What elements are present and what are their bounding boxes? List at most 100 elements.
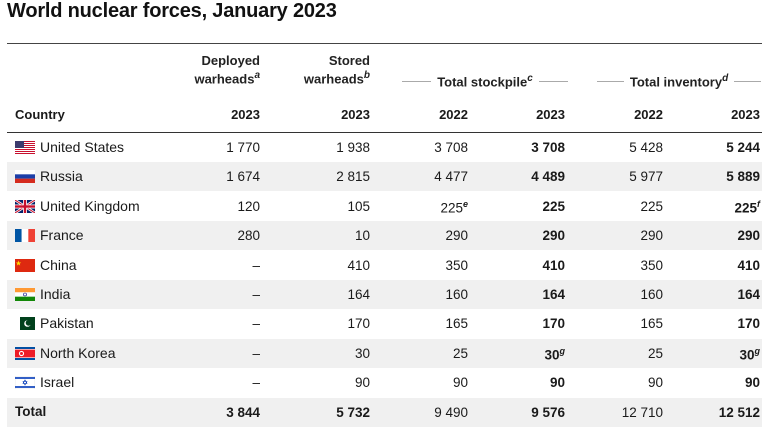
cell-value: 9 490	[434, 404, 468, 420]
cell-stored: 2 815	[300, 169, 370, 184]
table-row: United Kingdom 120 105 225e 225 225 225f	[7, 192, 762, 221]
stockpile-group-header: Total stockpilec	[402, 73, 568, 89]
cell-stock23: 290	[495, 228, 565, 243]
table-row: Pakistan – 170 165 170 165 170	[7, 309, 762, 338]
cell-stock23: 90	[495, 375, 565, 390]
cell-value: 410	[347, 257, 370, 273]
deployed-header-line2: warheads	[194, 71, 255, 87]
cell-stock22: 165	[398, 316, 468, 331]
stockpile-group-label: Total stockpilec	[431, 73, 539, 89]
cell-stock22: 3 708	[398, 140, 468, 155]
cell-deployed: –	[190, 287, 260, 302]
country-name: India	[40, 286, 71, 302]
flag-pk-icon	[15, 317, 35, 331]
flag-il-icon	[14, 375, 36, 390]
flag-us-icon	[15, 141, 35, 154]
cell-value: 164	[347, 287, 370, 302]
inventory-rule-right	[734, 80, 762, 82]
country-name: Total	[15, 403, 47, 419]
cell-footnote: g	[754, 345, 761, 356]
cell-deployed: 280	[190, 228, 260, 243]
cell-inv23: 90	[690, 375, 760, 390]
total-row: Total 3 844 5 732 9 490 9 576 12 710 12 512	[7, 397, 762, 427]
cell-value: 5 732	[336, 404, 370, 420]
cell-inv22: 25	[593, 346, 663, 361]
cell-inv23: 290	[690, 228, 760, 243]
cell-value: 165	[640, 316, 663, 332]
cell-inv22: 160	[593, 287, 663, 302]
cell-inv23: 410	[690, 258, 760, 273]
cell-stored: 5 732	[300, 405, 370, 420]
cell-value: 90	[354, 375, 370, 391]
cell-deployed: –	[190, 375, 260, 390]
cell-value: –	[252, 345, 260, 361]
stockpile-2022-header: 2022	[439, 107, 468, 122]
cell-value: 90	[452, 375, 468, 391]
deployed-year-header: 2023	[231, 107, 260, 122]
cell-stock23: 30g	[495, 346, 565, 363]
cell-value: 90	[647, 375, 663, 391]
inventory-label: Total inventory	[629, 74, 723, 90]
cell-stock23: 3 708	[495, 140, 565, 155]
cell-stock23: 164	[495, 287, 565, 302]
flag-kp-icon	[15, 346, 35, 360]
cell-stored: 105	[300, 199, 370, 214]
cell-inv23: 30g	[690, 346, 760, 363]
cell-value: 350	[640, 257, 663, 273]
cell-stored: 410	[300, 258, 370, 273]
cell-value: 164	[737, 287, 760, 302]
country-name: Israel	[40, 374, 75, 391]
cell-value: 225	[734, 200, 757, 216]
inventory-group-header: Total inventoryd	[597, 73, 762, 90]
table-row: United States 1 770 1 938 3 708 3 708 5 428 5 …	[7, 133, 762, 162]
cell-value: 1 674	[226, 169, 260, 185]
stored-footnote: b	[363, 70, 370, 81]
inventory-footnote: d	[722, 73, 729, 84]
flag-cn-icon	[15, 258, 35, 272]
cell-value: 290	[737, 228, 760, 244]
cell-stored: 30	[300, 346, 370, 361]
inventory-2023-header: 2023	[731, 107, 760, 122]
cell-value: 30	[544, 347, 560, 363]
cell-value: –	[252, 287, 260, 302]
table-row: France 280 10 290 290 290 290	[7, 221, 762, 251]
cell-value: 165	[445, 316, 468, 332]
cell-stock22: 25	[398, 346, 468, 361]
cell-stock22: 290	[398, 228, 468, 243]
cell-value: 90	[549, 375, 565, 391]
cell-value: 25	[452, 345, 468, 361]
cell-deployed: –	[190, 316, 260, 331]
cell-value: 4 489	[531, 169, 565, 185]
cell-deployed: –	[190, 258, 260, 273]
cell-footnote: f	[757, 198, 760, 209]
cell-footnote: g	[559, 345, 566, 356]
cell-inv22: 12 710	[593, 405, 663, 420]
cell-value: 170	[347, 316, 370, 332]
deployed-header: Deployed warheadsa	[180, 53, 260, 86]
column-header-rule	[7, 132, 762, 133]
country-name: Russia	[40, 168, 83, 185]
cell-value: 1 938	[336, 140, 370, 155]
cell-value: 30	[739, 347, 755, 363]
cell-value: 290	[542, 228, 565, 244]
stockpile-label: Total stockpile	[437, 74, 528, 90]
stockpile-footnote: c	[527, 73, 533, 84]
cell-value: 5 889	[726, 169, 760, 185]
cell-inv23: 170	[690, 316, 760, 331]
cell-value: 10	[354, 228, 370, 244]
cell-value: –	[252, 257, 260, 273]
cell-stored: 164	[300, 287, 370, 302]
table-row: North Korea –30 25 30g 25 30g	[7, 338, 762, 368]
cell-inv22: 350	[593, 258, 663, 273]
cell-value: 105	[347, 198, 370, 214]
stockpile-2023-header: 2023	[536, 107, 565, 122]
cell-value: 3 708	[434, 140, 468, 155]
cell-value: 225	[542, 198, 565, 214]
cell-stock22: 225e	[398, 199, 468, 216]
stored-header-line2: warheads	[303, 71, 364, 87]
inventory-2022-header: 2022	[634, 107, 663, 122]
cell-value: 350	[445, 257, 468, 273]
cell-value: –	[252, 316, 260, 332]
cell-value: 410	[737, 257, 760, 273]
stockpile-rule-left	[402, 80, 432, 82]
